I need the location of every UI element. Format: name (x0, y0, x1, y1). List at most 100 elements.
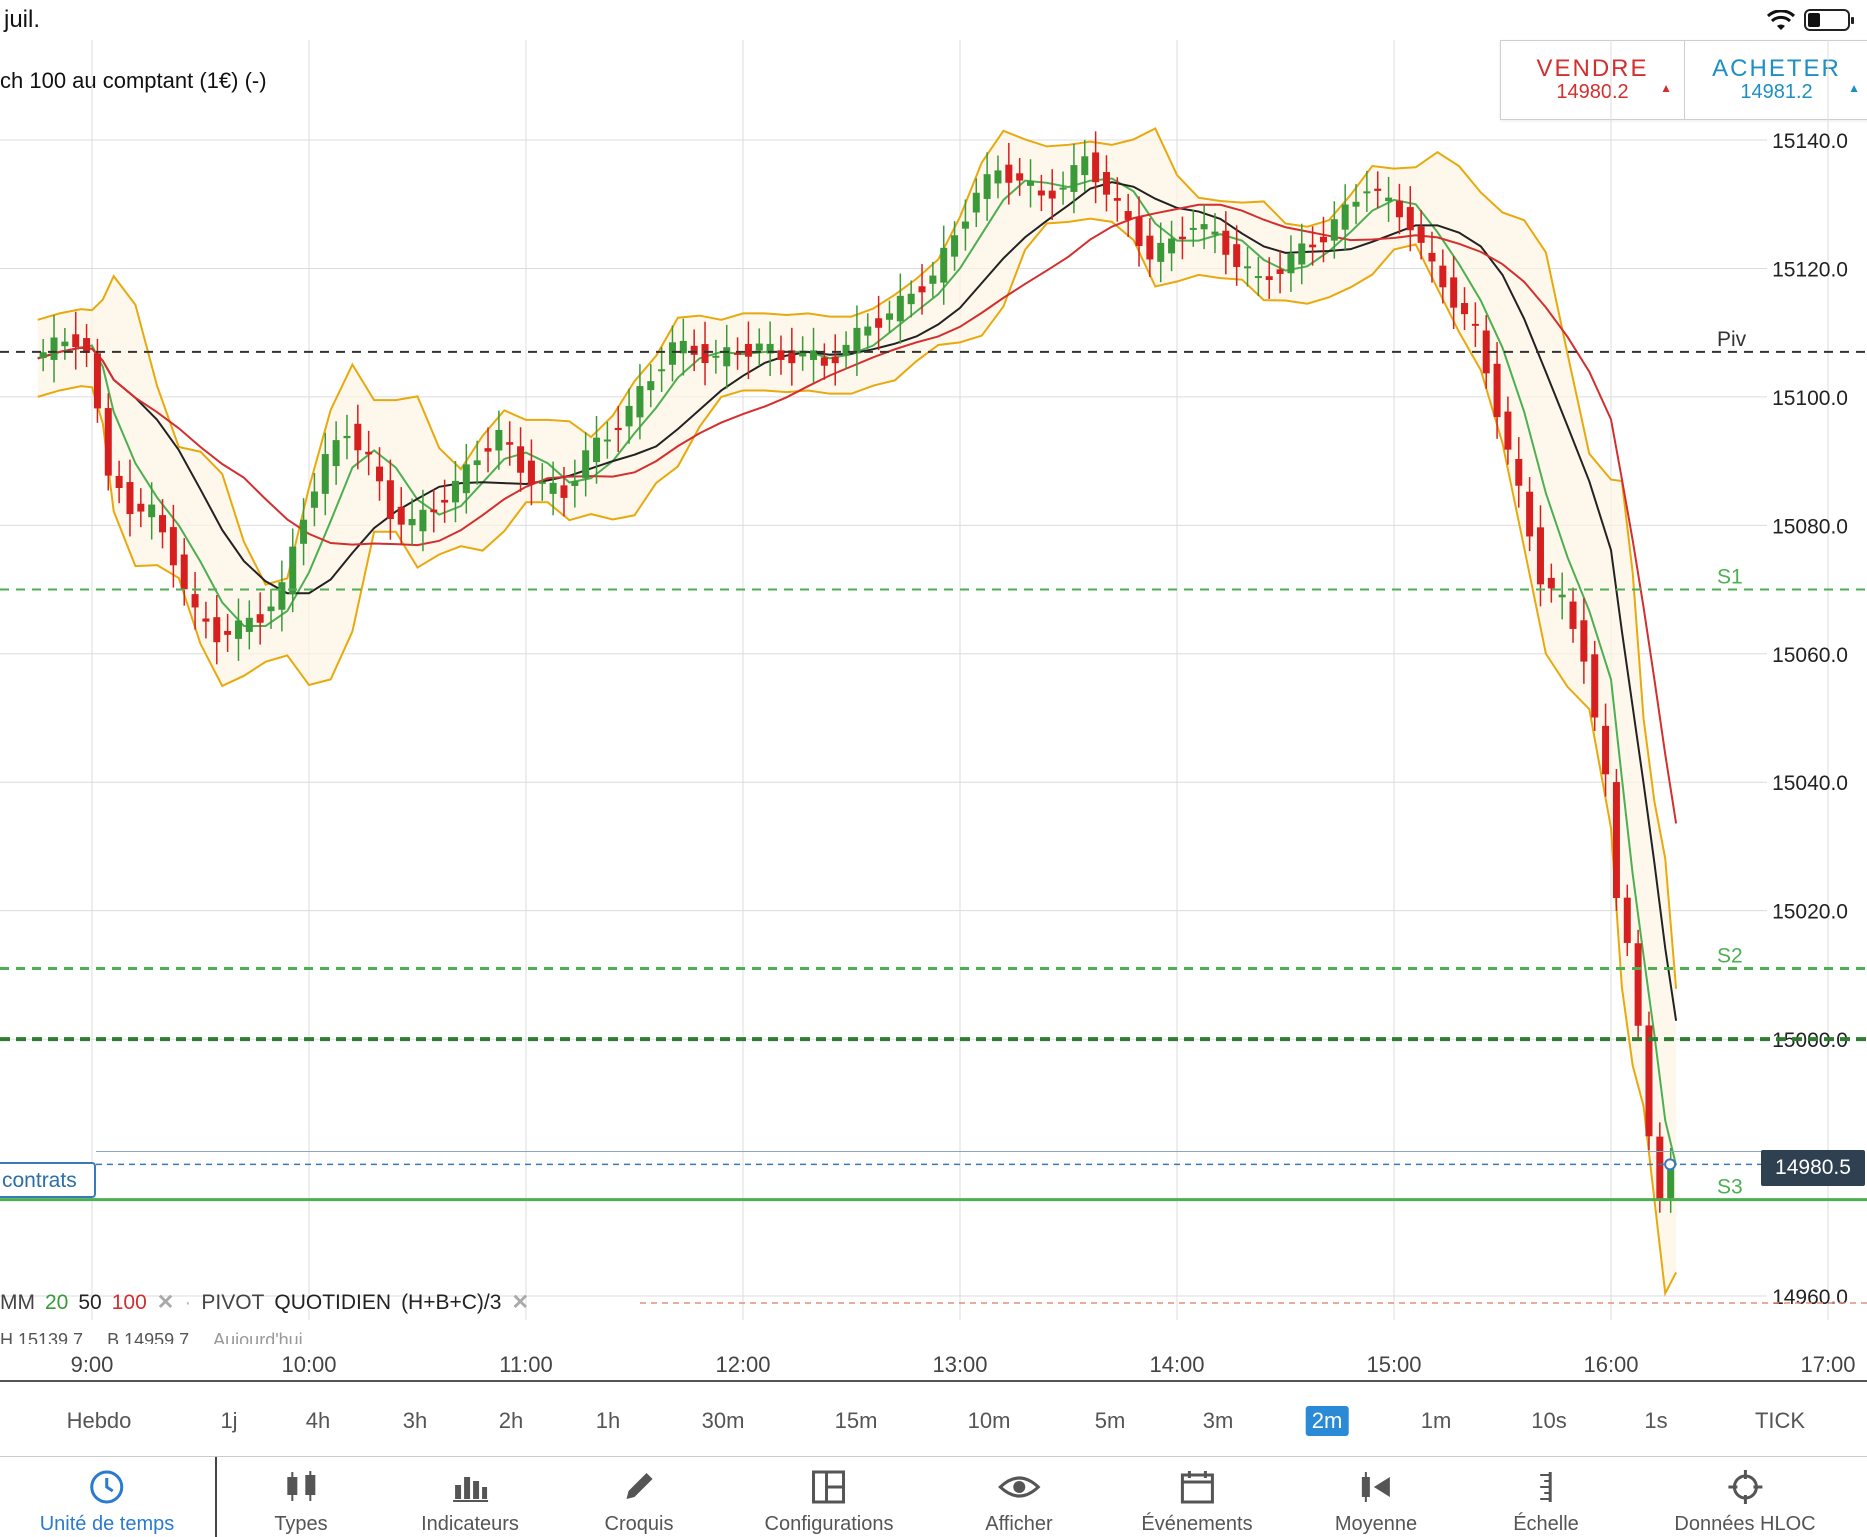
timeframe-hebdo[interactable]: Hebdo (66, 1408, 132, 1433)
candle-body (1591, 654, 1599, 718)
candle-body (1081, 156, 1089, 176)
candle-body (1059, 187, 1067, 190)
candle-body (1092, 152, 1100, 183)
candle-body (50, 337, 58, 360)
candle-body (582, 450, 590, 479)
candle-body (571, 481, 579, 486)
pencil-icon (605, 1467, 674, 1507)
bollinger-lower (37, 217, 1677, 1297)
toolbar-label: Configurations (764, 1513, 894, 1535)
candle-body (473, 460, 481, 466)
candle-body (462, 464, 470, 494)
sell-label: VENDRE (1536, 55, 1649, 82)
buy-button[interactable]: ACHETER 14981.2 ▲ (1685, 41, 1867, 119)
candle-body (1656, 1136, 1664, 1199)
legend-mm50: 50 (78, 1291, 102, 1314)
candle-body (929, 275, 937, 284)
toolbar-candlestick[interactable]: Types (274, 1467, 328, 1536)
timeframe-1h[interactable]: 1h (595, 1408, 621, 1433)
timeframe-bar: Hebdo 1j 4h 3h 2h 1h 30m 15m 10m 5m 3m 2m 1m 10s 1s TIC… (0, 1380, 1867, 1456)
x-tick-label: 11:00 (499, 1352, 552, 1377)
x-tick-label: 17:00 (1800, 1352, 1855, 1377)
candle-body (1341, 204, 1349, 230)
candle-body (1569, 601, 1577, 629)
candle-body (1135, 217, 1143, 247)
candle-body (1189, 227, 1197, 230)
candle-body (1558, 594, 1566, 598)
timeframe-1j[interactable]: 1j (220, 1408, 238, 1433)
candle-body (180, 554, 188, 590)
toolbar-label: Indicateurs (421, 1513, 519, 1535)
timeframe-3h[interactable]: 3h (402, 1408, 428, 1433)
calendar-icon (1141, 1467, 1252, 1507)
legend-mm100: 100 (111, 1291, 147, 1314)
candle-body (831, 356, 839, 364)
close-icon[interactable]: ✕ (156, 1291, 175, 1314)
candle-body (1027, 180, 1035, 186)
toolbar-clock[interactable]: Unité de temps (40, 1467, 175, 1536)
toolbar-label: Afficher (985, 1513, 1053, 1535)
status-bar: juil. (0, 0, 1867, 40)
candle-body (864, 326, 872, 336)
candle-body (159, 515, 167, 533)
timeframe-30m[interactable]: 30m (701, 1408, 745, 1433)
candle-body (430, 509, 438, 513)
candle-body (1623, 897, 1631, 943)
price-chart[interactable]: 9:00 10:00 11:00 12:00 13:00 14:00 15:00 16:00 1… (0, 0, 1867, 1380)
toolbar-label: Croquis (604, 1513, 674, 1535)
candle-body (419, 509, 427, 532)
timeframe-10s[interactable]: 10s (1531, 1408, 1567, 1433)
candle-body (1146, 235, 1154, 260)
legend-pivot-formula: (H+B+C)/3 (401, 1291, 502, 1314)
toolbar-bar-chart[interactable]: Indicateurs (421, 1467, 519, 1536)
hloc-day: Aujourd'hui (213, 1330, 303, 1344)
timeframe-10m[interactable]: 10m (967, 1408, 1011, 1433)
position-badge[interactable]: contrats (0, 1162, 96, 1198)
candle-body (93, 353, 101, 409)
y-tick-label: 15060.0 (1772, 644, 1848, 667)
toolbar-label: Échelle (1513, 1513, 1579, 1535)
hloc-high: H 15139.7 (0, 1330, 84, 1344)
timeframe-1m[interactable]: 1m (1420, 1408, 1452, 1433)
toolbar-pencil[interactable]: Croquis (604, 1467, 674, 1536)
toolbar-label: Moyenne (1334, 1513, 1418, 1535)
candle-body (777, 350, 785, 360)
candle-body (712, 355, 720, 358)
timeframe-2h[interactable]: 2h (498, 1408, 524, 1433)
candle-body (321, 454, 329, 494)
separator-icon: · (184, 1291, 192, 1314)
candle-body (1200, 224, 1208, 230)
candle-body (1493, 363, 1501, 418)
toolbar-average[interactable]: Moyenne (1335, 1467, 1417, 1536)
timeframe-2m[interactable]: 2m (1305, 1406, 1349, 1436)
x-tick-label: 16:00 (1583, 1352, 1638, 1377)
timeframe-4h[interactable]: 4h (305, 1408, 331, 1433)
close-icon[interactable]: ✕ (511, 1291, 530, 1314)
timeframe-3m[interactable]: 3m (1202, 1408, 1234, 1433)
timeframe-5m[interactable]: 5m (1094, 1408, 1126, 1433)
status-date: juil. (4, 6, 41, 33)
candle-body (343, 435, 351, 439)
toolbar-calendar[interactable]: Événements (1141, 1467, 1253, 1536)
bollinger-band-fill (37, 128, 1677, 1294)
candle-body (1102, 172, 1110, 195)
toolbar-layout[interactable]: Configurations (764, 1467, 894, 1536)
candle-body (1178, 236, 1186, 240)
level-label: S3 (1717, 1176, 1743, 1199)
candle-body (1580, 620, 1588, 662)
x-tick-label: 14:00 (1149, 1352, 1204, 1377)
toolbar-scale[interactable]: Échelle (1513, 1467, 1579, 1536)
timeframe-tick[interactable]: TICK (1754, 1408, 1806, 1433)
candle-body (213, 617, 221, 643)
timeframe-1s[interactable]: 1s (1644, 1408, 1668, 1433)
clock-icon (40, 1467, 175, 1507)
legend-mm: MM (0, 1291, 35, 1314)
candle-body (1037, 190, 1045, 196)
toolbar-crosshair[interactable]: Données HLOC (1674, 1467, 1816, 1536)
x-tick-label: 13:00 (932, 1352, 987, 1377)
candle-body (636, 386, 644, 418)
candle-body (1298, 243, 1306, 265)
timeframe-15m[interactable]: 15m (834, 1408, 878, 1433)
candle-body (983, 174, 991, 199)
toolbar-eye[interactable]: Afficher (985, 1467, 1053, 1536)
